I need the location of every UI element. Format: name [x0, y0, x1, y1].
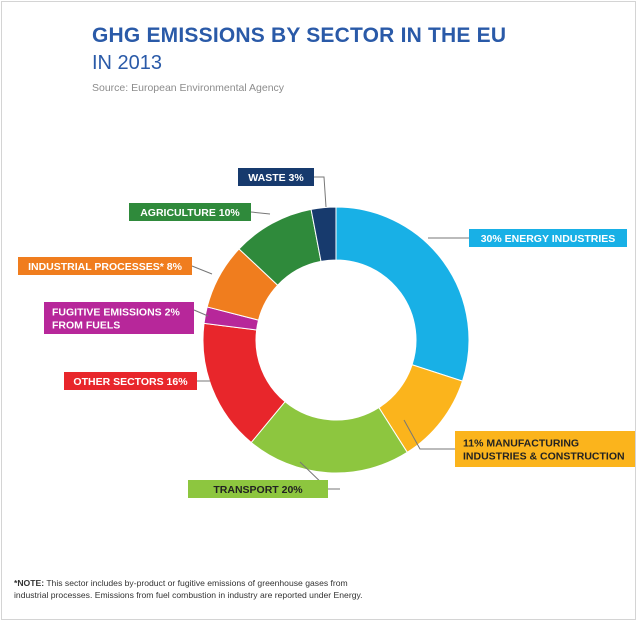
label-text-manufacturing: 11% MANUFACTURING	[463, 438, 579, 450]
label-box-transport	[188, 480, 328, 498]
label-text-other: OTHER SECTORS 16%	[73, 376, 188, 388]
label-text-industrial: INDUSTRIAL PROCESSES* 8%	[28, 261, 183, 273]
label-box-energy	[469, 229, 627, 247]
source-text: Source: European Environmental Agency	[92, 82, 285, 94]
label-text-fugitive: FUGITIVE EMISSIONS 2%	[52, 307, 180, 319]
label-box-fugitive	[44, 302, 194, 334]
leader-line-waste	[314, 176, 327, 208]
leader-line-manufacturing	[403, 419, 455, 450]
label-box-industrial	[18, 257, 192, 275]
leader-line-industrial	[191, 265, 213, 275]
label-box-manufacturing	[455, 431, 635, 467]
label-text-fugitive: FROM FUELS	[52, 320, 120, 332]
label-text-energy: 30% ENERGY INDUSTRIES	[481, 233, 616, 245]
label-box-waste	[238, 168, 314, 186]
leader-line-agriculture	[250, 211, 271, 215]
label-box-agriculture	[129, 203, 251, 221]
label-text-manufacturing: INDUSTRIES & CONSTRUCTION	[463, 451, 625, 463]
label-text-waste: WASTE 3%	[248, 172, 304, 184]
label-text-agriculture: AGRICULTURE 10%	[140, 207, 240, 219]
chart-title: GHG EMISSIONS BY SECTOR IN THE EU	[92, 24, 507, 47]
label-text-transport: TRANSPORT 20%	[213, 484, 303, 496]
footnote-label: *NOTE:	[14, 578, 45, 588]
slice-waste	[310, 206, 337, 263]
slice-energy	[335, 206, 470, 382]
chart-subtitle: IN 2013	[92, 52, 163, 74]
label-box-other	[64, 372, 197, 390]
leader-line-fugitive	[193, 309, 209, 317]
footnote: *NOTE: This sector includes by-product o…	[14, 577, 374, 601]
footnote-text: This sector includes by-product or fugit…	[14, 578, 363, 600]
